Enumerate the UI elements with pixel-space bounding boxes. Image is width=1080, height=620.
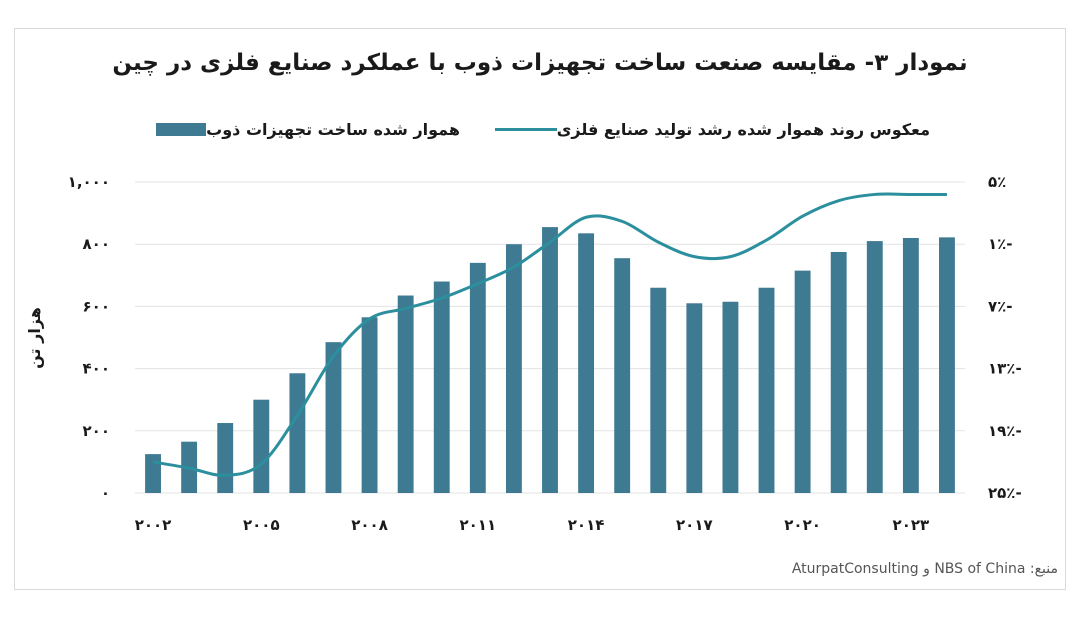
legend-bar-swatch [156,123,207,136]
chart-title: نمودار ۳- مقایسه صنعت ساخت تجهیزات ذوب ب… [112,50,968,76]
bar [253,399,270,493]
y-left-axis-title: هزار تن [25,307,44,369]
y-right-tick-label: ۱۳٪- [988,360,1022,378]
chart-frame [14,28,1066,590]
x-tick-label: ۲۰۰۲ [135,516,172,534]
x-tick-label: ۲۰۱۴ [568,516,605,534]
x-tick-label: ۲۰۰۸ [351,516,388,534]
y-left-tick-label: ۸۰۰ [83,235,110,253]
x-tick-label: ۲۰۱۱ [460,516,497,534]
bar [505,244,522,493]
y-right-tick-label: ۱۹٪- [988,422,1022,440]
bar [686,303,703,493]
legend-item-bar: هموار شده ساخت تجهیزات ذوب [146,120,460,139]
y-right-tick-label: ۲۵٪- [988,484,1022,502]
y-right-tick-label: ۱٪- [988,235,1013,253]
bar [397,295,414,493]
y-right-tick-label: ۷٪- [988,297,1013,315]
bar [325,342,342,493]
series-line [152,192,947,477]
y-left-tick-label: ۰ [101,484,110,502]
bar [650,287,667,493]
source-note: منبع: NBS of China و AturpatConsulting [791,561,1058,577]
x-tick-label: ۲۰۲۰ [784,516,821,534]
y-right-tick-label: ۵٪ [988,173,1006,191]
bar [866,241,883,493]
legend-item-line: معکوس روند هموار شده رشد تولید صنایع فلز… [485,120,930,139]
x-tick-label: ۲۰۲۳ [893,516,930,534]
y-left-tick-label: ۲۰۰ [83,422,110,440]
bar [794,270,811,493]
bar [217,423,234,493]
y-left-tick-label: ۶۰۰ [83,297,110,315]
bar [145,454,161,493]
bar [902,237,919,493]
bar [614,258,631,493]
bar [578,233,595,493]
bar [830,251,847,493]
bar [433,281,450,493]
y-left-tick-label: ۴۰۰ [83,360,110,378]
legend-bar-label: هموار شده ساخت تجهیزات ذوب [206,120,460,139]
y-left-tick-label: ۱,۰۰۰ [68,173,110,191]
chart-legend: معکوس روند هموار شده رشد تولید صنایع فلز… [0,120,1080,150]
bar [722,301,739,493]
bar [542,227,558,493]
bar [469,262,486,493]
x-tick-label: ۲۰۰۵ [243,516,280,534]
legend-line-swatch [494,128,557,131]
legend-line-label: معکوس روند هموار شده رشد تولید صنایع فلز… [556,120,930,139]
bar [361,317,378,493]
bar [758,287,775,493]
bar [289,373,306,493]
bar [939,237,955,493]
x-tick-label: ۲۰۱۷ [676,516,713,534]
